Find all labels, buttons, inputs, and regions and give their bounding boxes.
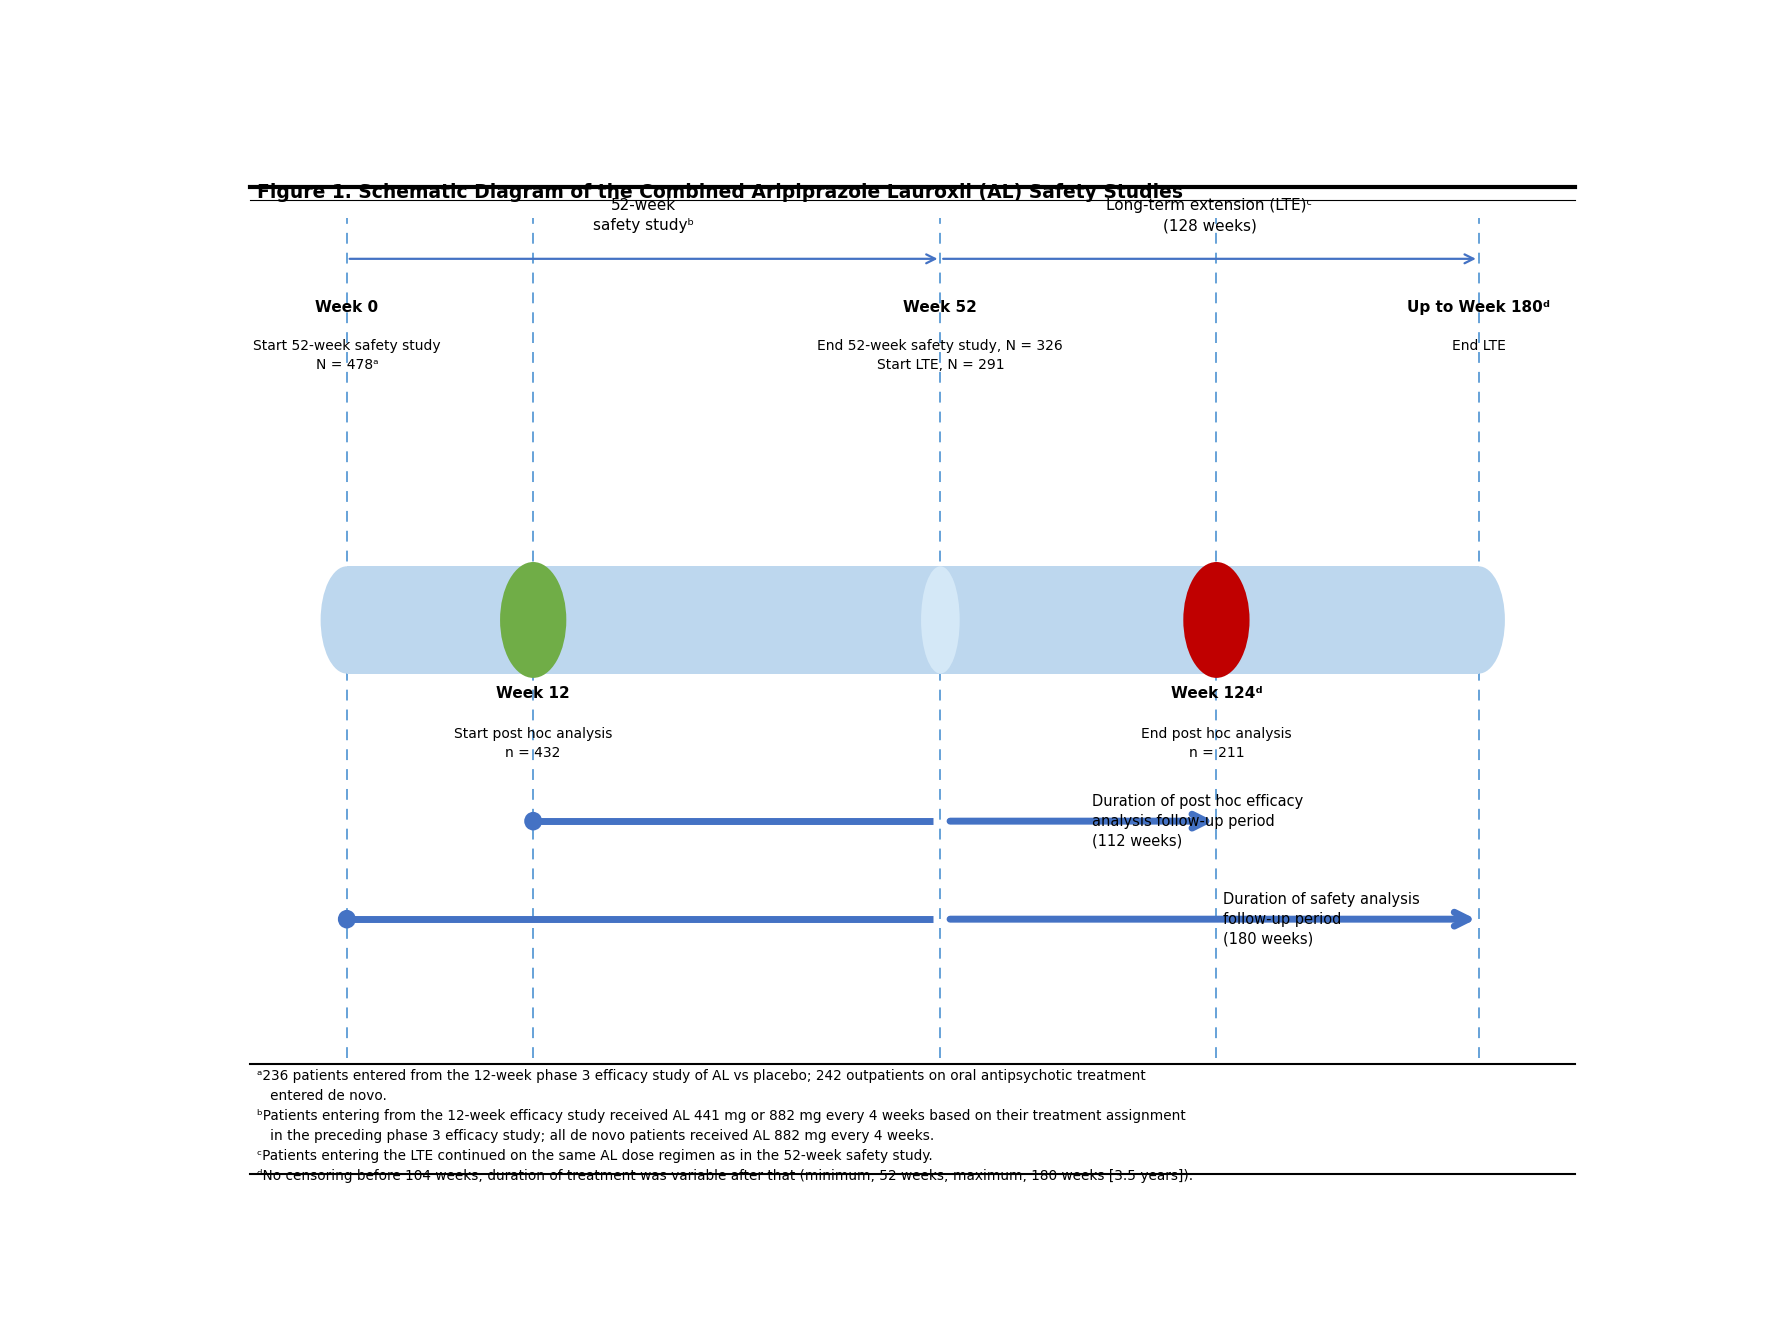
Ellipse shape — [920, 567, 959, 674]
Text: Up to Week 180ᵈ: Up to Week 180ᵈ — [1406, 300, 1549, 315]
Text: Duration of post hoc efficacy
analysis follow-up period
(112 weeks): Duration of post hoc efficacy analysis f… — [1091, 793, 1303, 848]
FancyBboxPatch shape — [347, 567, 1477, 674]
Text: 52-week
safety studyᵇ: 52-week safety studyᵇ — [593, 198, 694, 233]
Text: Week 124ᵈ: Week 124ᵈ — [1169, 686, 1262, 701]
Text: ᵃ236 patients entered from the 12-week phase 3 efficacy study of AL vs placebo; : ᵃ236 patients entered from the 12-week p… — [256, 1069, 1193, 1183]
Text: End LTE: End LTE — [1451, 339, 1504, 354]
Ellipse shape — [1452, 567, 1504, 674]
Ellipse shape — [338, 910, 356, 929]
Text: Start 52-week safety study
N = 478ᵃ: Start 52-week safety study N = 478ᵃ — [253, 339, 440, 371]
Text: Week 0: Week 0 — [315, 300, 377, 315]
Ellipse shape — [320, 567, 372, 674]
Ellipse shape — [500, 561, 566, 678]
Text: Week 52: Week 52 — [902, 300, 977, 315]
Text: End 52-week safety study, N = 326
Start LTE, N = 291: End 52-week safety study, N = 326 Start … — [817, 339, 1063, 371]
Text: Start post hoc analysis
n = 432: Start post hoc analysis n = 432 — [454, 728, 612, 760]
Text: Duration of safety analysis
follow-up period
(180 weeks): Duration of safety analysis follow-up pe… — [1223, 892, 1419, 946]
Ellipse shape — [1182, 561, 1250, 678]
Text: Week 12: Week 12 — [497, 686, 570, 701]
Ellipse shape — [523, 812, 541, 831]
Text: Long-term extension (LTE)ᶜ
(128 weeks): Long-term extension (LTE)ᶜ (128 weeks) — [1105, 198, 1312, 233]
Text: Figure 1. Schematic Diagram of the Combined Aripiprazole Lauroxil (AL) Safety St: Figure 1. Schematic Diagram of the Combi… — [256, 184, 1182, 202]
Text: End post hoc analysis
n = 211: End post hoc analysis n = 211 — [1141, 728, 1290, 760]
